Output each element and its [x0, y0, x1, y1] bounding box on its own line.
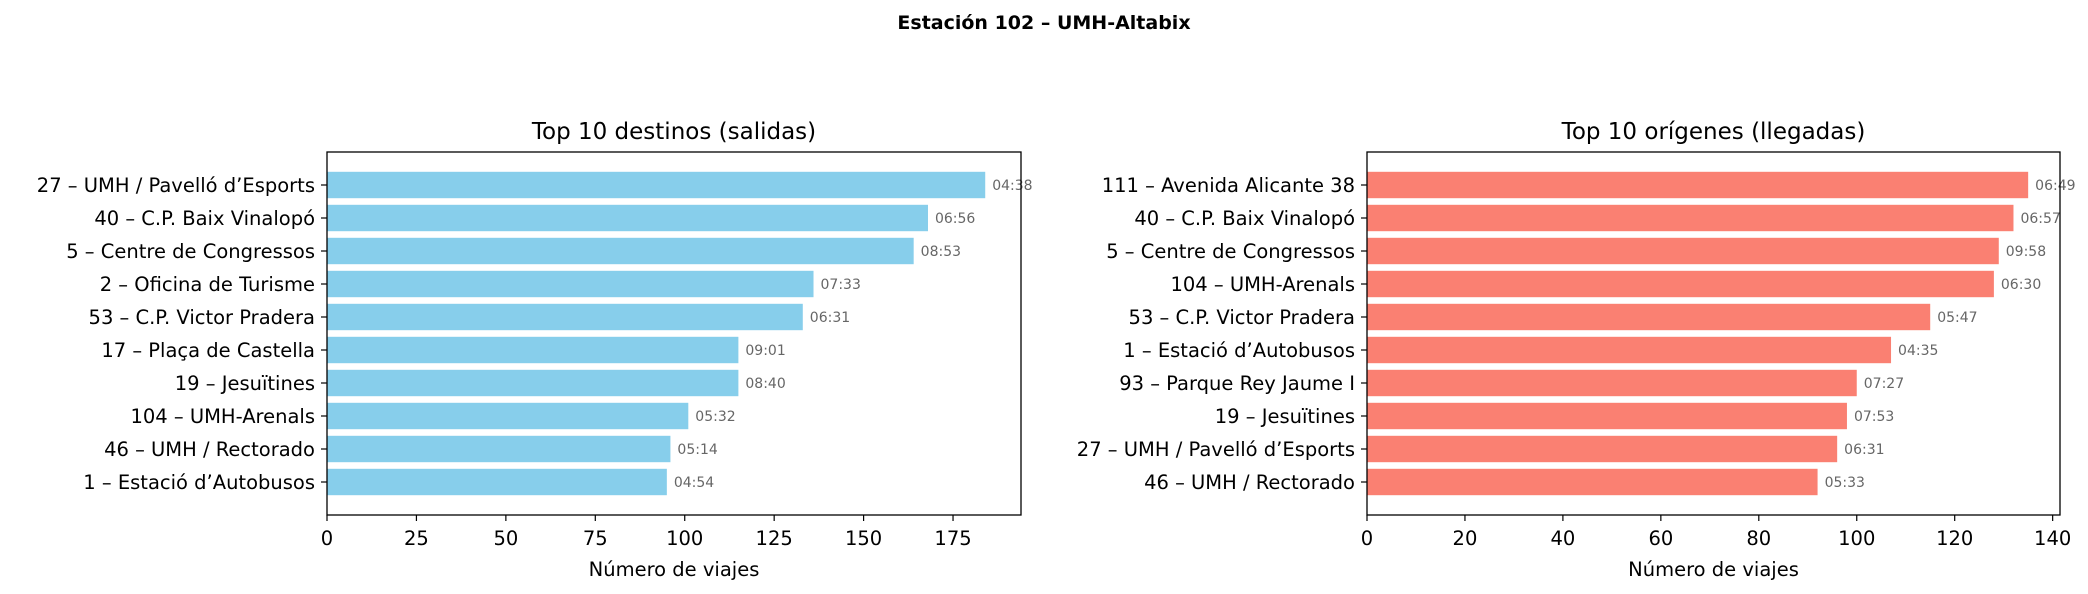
bar — [327, 468, 667, 496]
x-tick-label: 150 — [845, 527, 882, 550]
y-tick-label: 2 – Oficina de Turisme — [100, 273, 315, 296]
data-label: 09:58 — [2006, 244, 2046, 260]
x-tick-label: 100 — [1838, 527, 1875, 550]
axes-frame — [1366, 151, 2061, 516]
y-tick-label: 46 – UMH / Rectorado — [104, 438, 315, 461]
data-label: 06:49 — [2035, 178, 2075, 194]
y-tick-label: 93 – Parque Rey Jaume I — [1119, 372, 1355, 395]
x-tick-label: 25 — [404, 527, 429, 550]
data-label: 05:33 — [1825, 475, 1865, 491]
x-tick-label: 125 — [756, 527, 793, 550]
y-tick-label: 46 – UMH / Rectorado — [1144, 471, 1355, 494]
y-tick-label: 40 – C.P. Baix Vinalopó — [94, 207, 315, 230]
data-label: 07:27 — [1864, 376, 1904, 392]
chart-title: Top 10 orígenes (llegadas) — [1561, 119, 1866, 145]
data-label: 06:31 — [1844, 442, 1884, 458]
y-tick-label: 19 – Jesuïtines — [1215, 405, 1355, 428]
y-tick-label: 1 – Estació d’Autobusos — [1123, 339, 1355, 362]
bar — [1367, 336, 1892, 364]
data-label: 04:35 — [1898, 343, 1938, 359]
chart-panel-1: Top 10 destinos (salidas) 04:38 27 – UMH /… — [37, 119, 1033, 581]
y-tick-label: 111 – Avenida Alicante 38 — [1102, 174, 1355, 197]
bar — [1367, 402, 1847, 430]
x-tick-label: 0 — [1361, 527, 1373, 550]
y-tick-label: 27 – UMH / Pavelló d’Esports — [37, 174, 315, 197]
bar — [327, 171, 986, 199]
bar — [1367, 435, 1838, 463]
x-tick-label: 175 — [934, 527, 971, 550]
x-tick-label: 100 — [666, 527, 703, 550]
x-axis-label: Número de viajes — [1628, 558, 1799, 581]
y-tick-label: 5 – Centre de Congressos — [66, 240, 315, 263]
bar — [327, 270, 814, 298]
data-label: 07:53 — [1854, 409, 1894, 425]
data-label: 05:14 — [677, 442, 717, 458]
data-label: 04:54 — [674, 475, 714, 491]
y-tick-label: 1 – Estació d’Autobusos — [83, 471, 315, 494]
data-label: 07:33 — [821, 277, 861, 293]
data-label: 06:30 — [2001, 277, 2041, 293]
x-tick-label: 80 — [1746, 527, 1771, 550]
y-tick-label: 5 – Centre de Congressos — [1106, 240, 1355, 263]
y-tick-label: 53 – C.P. Victor Pradera — [1129, 306, 1355, 329]
bar — [327, 237, 914, 265]
bar — [1367, 468, 1818, 496]
data-label: 09:01 — [745, 343, 785, 359]
data-label: 06:56 — [935, 211, 975, 227]
bar — [327, 435, 671, 463]
data-label: 08:40 — [745, 376, 785, 392]
bar — [327, 204, 928, 232]
data-label: 06:31 — [810, 310, 850, 326]
x-tick-label: 140 — [2034, 527, 2071, 550]
x-axis-label: Número de viajes — [589, 558, 760, 581]
x-tick-label: 20 — [1453, 527, 1478, 550]
bar — [1367, 303, 1931, 331]
bar — [1367, 171, 2029, 199]
data-label: 05:47 — [1937, 310, 1977, 326]
y-tick-label: 27 – UMH / Pavelló d’Esports — [1077, 438, 1355, 461]
y-tick-label: 19 – Jesuïtines — [175, 372, 315, 395]
y-tick-label: 40 – C.P. Baix Vinalopó — [1134, 207, 1355, 230]
chart-panel-2: Top 10 orígenes (llegadas) 06:49 111 – Ave… — [1077, 119, 2076, 581]
y-tick-label: 53 – C.P. Victor Pradera — [89, 306, 315, 329]
x-tick-label: 0 — [321, 527, 333, 550]
x-tick-label: 120 — [1936, 527, 1973, 550]
y-tick-label: 104 – UMH-Arenals — [130, 405, 315, 428]
figure-title: Estación 102 – UMH-Altabix — [897, 12, 1190, 34]
x-tick-label: 75 — [583, 527, 608, 550]
data-label: 08:53 — [921, 244, 961, 260]
bar — [327, 402, 689, 430]
axes-frame — [326, 151, 1022, 516]
chart-title: Top 10 destinos (salidas) — [531, 119, 816, 145]
y-tick-label: 17 – Plaça de Castella — [101, 339, 315, 362]
bar — [1367, 204, 2014, 232]
data-label: 04:38 — [992, 178, 1032, 194]
bar — [327, 369, 739, 397]
bar — [327, 303, 803, 331]
x-tick-label: 60 — [1648, 527, 1673, 550]
data-label: 06:57 — [2020, 211, 2060, 227]
data-label: 05:32 — [695, 409, 735, 425]
bar — [1367, 369, 1857, 397]
x-tick-label: 50 — [493, 527, 518, 550]
x-tick-label: 40 — [1550, 527, 1575, 550]
bar — [1367, 270, 1994, 298]
y-tick-label: 104 – UMH-Arenals — [1170, 273, 1355, 296]
bar — [327, 336, 739, 364]
bar — [1367, 237, 1999, 265]
